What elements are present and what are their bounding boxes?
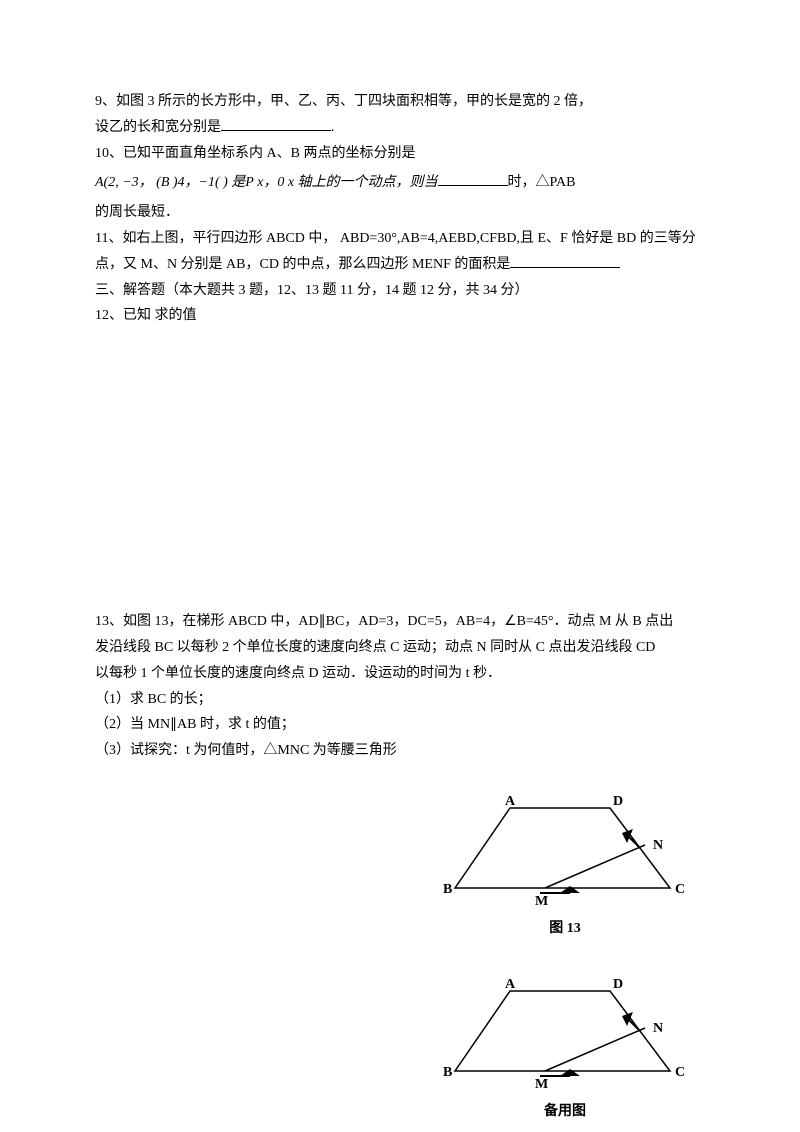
q11-line2-text: 点，又 M、N 分别是 AB，CD 的中点，那么四边形 MENF 的面积是 (95, 257, 510, 272)
label-N: N (653, 838, 663, 853)
q10-math-line: A(2, −3， (B )4，−1( ) 是P x，0 x 轴上的一个动点，则当… (95, 171, 705, 195)
q11-line1: 11、如右上图，平行四边形 ABCD 中， ABD=30°,AB=4,AEBD,… (95, 227, 705, 251)
q10-blank (438, 172, 508, 186)
q10-line3: 的周长最短． (95, 201, 705, 225)
q12-text: 12、已知 求的值 (95, 304, 705, 328)
q13-line1: 13、如图 13，在梯形 ABCD 中，AD∥BC，AD=3，DC=5，AB=4… (95, 610, 705, 634)
figure-backup-caption: 备用图 (544, 1100, 586, 1124)
q13-sub1: （1）求 BC 的长； (95, 688, 705, 712)
label-C2: C (675, 1065, 685, 1080)
q10-line1: 10、已知平面直角坐标系内 A、B 两点的坐标分别是 (95, 142, 705, 166)
q9-blank (221, 117, 331, 131)
label-A: A (505, 794, 516, 809)
q13-sub2: （2）当 MN∥AB 时，求 t 的值； (95, 713, 705, 737)
label-M: M (535, 894, 548, 909)
label-C: C (675, 882, 685, 897)
figure-13: A D B C M N 图 13 (435, 793, 695, 941)
label-N2: N (653, 1021, 663, 1036)
label-B: B (443, 882, 452, 897)
q9-line2b: . (331, 120, 335, 135)
q13-sub3: （3）试探究：t 为何值时，△MNC 为等腰三角形 (95, 739, 705, 763)
q9-line1: 9、如图 3 所示的长方形中，甲、乙、丙、丁四块面积相等，甲的长是宽的 2 倍， (95, 90, 705, 114)
work-space (95, 330, 705, 610)
trapezoid-figure-2: A D B C M N (435, 976, 695, 1096)
section3-heading: 三、解答题（本大题共 3 题，12、13 题 11 分，14 题 12 分，共 … (95, 279, 705, 303)
label-A2: A (505, 977, 516, 992)
label-D2: D (613, 977, 623, 992)
label-M2: M (535, 1077, 548, 1092)
figure-13-caption: 图 13 (549, 917, 581, 941)
q9-line2-text: 设乙的长和宽分别是 (95, 120, 221, 135)
q13-line3: 以每秒 1 个单位长度的速度向终点 D 运动．设运动的时间为 t 秒． (95, 662, 705, 686)
q13-line2: 发沿线段 BC 以每秒 2 个单位长度的速度向终点 C 运动；动点 N 同时从 … (95, 636, 705, 660)
trapezoid-figure-1: A D B C M N (435, 793, 695, 913)
label-D: D (613, 794, 623, 809)
figure-backup: A D B C M N 备用图 (435, 976, 695, 1124)
q10-math: A(2, −3， (B )4，−1( ) 是P x，0 x 轴上的一个动点，则当 (95, 175, 438, 190)
figure-area: A D B C M N 图 13 A D (95, 793, 705, 1124)
q11-line2: 点，又 M、N 分别是 AB，CD 的中点，那么四边形 MENF 的面积是 (95, 253, 705, 277)
q9-line2: 设乙的长和宽分别是. (95, 116, 705, 140)
q11-blank (510, 254, 620, 268)
q10-math-after: 时，△PAB (508, 175, 576, 190)
label-B2: B (443, 1065, 452, 1080)
